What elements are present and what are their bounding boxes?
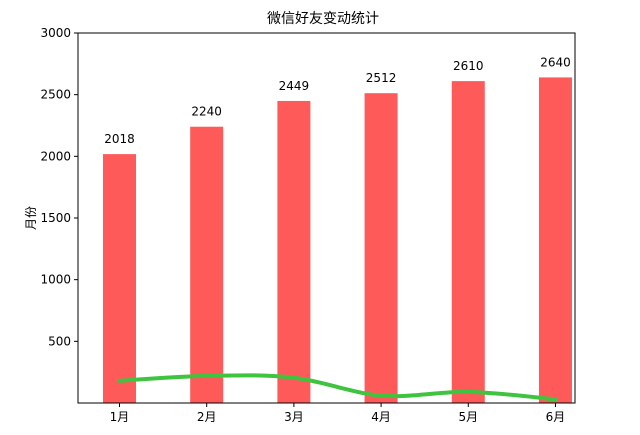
bar-5月: [451, 81, 485, 403]
data-label: 2240: [191, 105, 222, 119]
x-tick-label: 6月: [546, 410, 566, 424]
bar-group: [103, 77, 572, 404]
bar-4月: [364, 93, 398, 403]
line-series: [117, 373, 558, 402]
x-axis-ticks: 1月 2月 3月 4月 5月 6月: [110, 403, 566, 424]
data-label: 2512: [366, 71, 397, 85]
y-axis-ticks: 500 1000 1500 2000 2500 3000: [40, 26, 78, 348]
y-tick-label: 1500: [40, 211, 71, 225]
y-tick-label: 2500: [40, 88, 71, 102]
line-series-group: [117, 373, 558, 402]
y-tick-label: 500: [48, 334, 71, 348]
data-label: 2610: [453, 59, 484, 73]
data-label: 2449: [279, 79, 310, 93]
x-tick-label: 2月: [197, 410, 217, 424]
x-tick-label: 4月: [371, 410, 391, 424]
x-tick-label: 5月: [458, 410, 478, 424]
y-axis-label: 月份: [24, 206, 38, 230]
data-label: 2018: [104, 132, 135, 146]
bar-6月: [538, 77, 572, 404]
x-tick-label: 3月: [284, 410, 304, 424]
y-tick-label: 3000: [40, 26, 71, 40]
chart-title: 微信好友变动统计: [267, 11, 379, 27]
bar-1月: [103, 154, 136, 403]
data-label-group: 2018 2240 2449 2512 2610 2640: [104, 55, 571, 146]
y-tick-label: 1000: [40, 273, 71, 287]
plot-frame: [77, 32, 576, 404]
y-tick-label: 2000: [40, 149, 71, 163]
x-tick-label: 1月: [110, 410, 130, 424]
bar-2月: [190, 126, 224, 403]
bar-3月: [277, 100, 311, 403]
data-label: 2640: [540, 55, 571, 69]
